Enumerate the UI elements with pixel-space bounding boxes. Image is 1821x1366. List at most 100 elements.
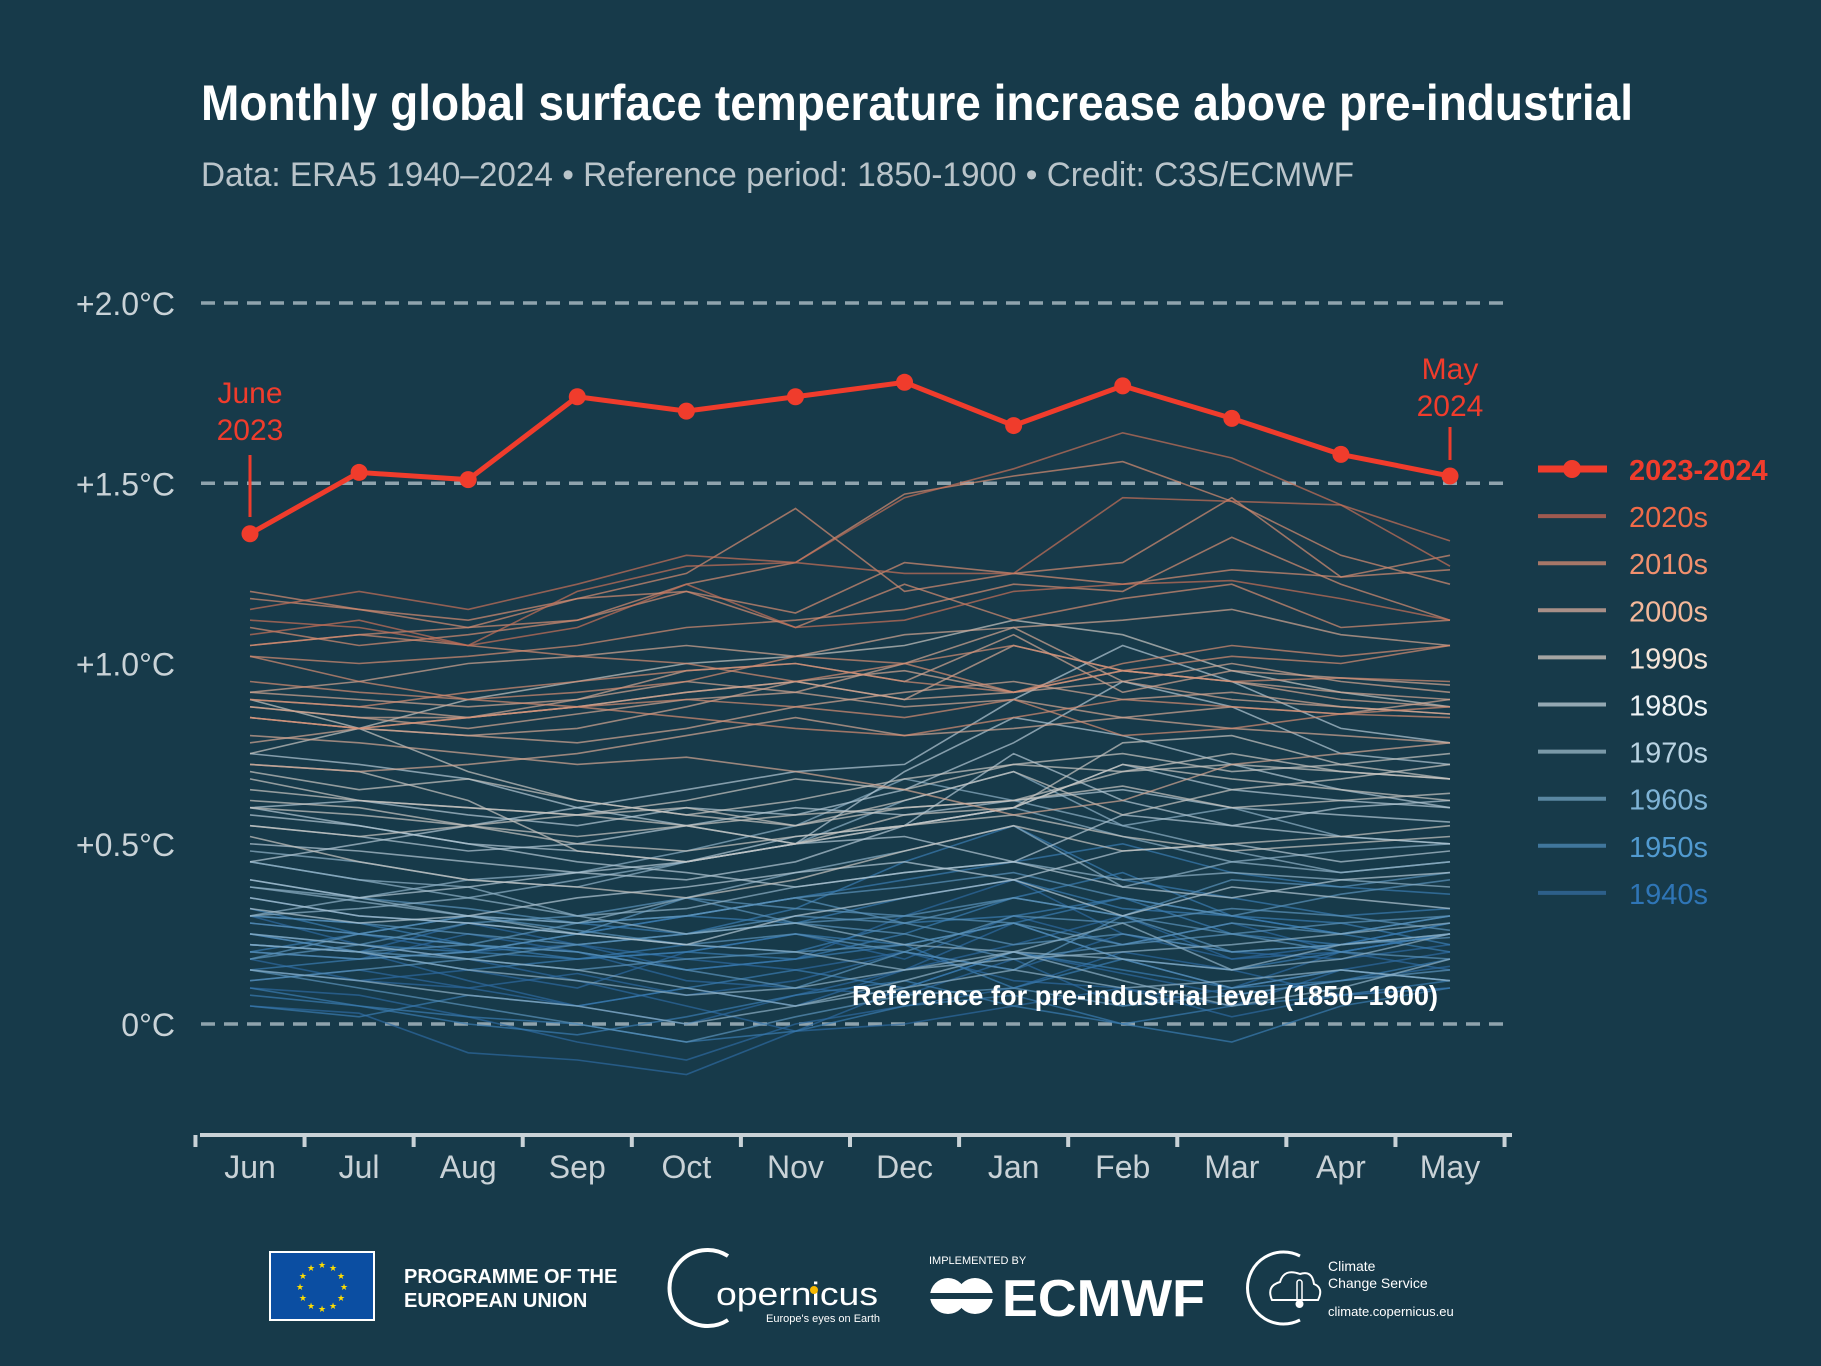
legend-item: 1960s [1538,785,1708,817]
eu-logo: ★★★★★★★★★ ★ ★★ [269,1251,375,1321]
series-line-1980s [249,842,1451,924]
eu-star: ★ [318,1304,326,1314]
legend-item: 2023-2024 [1538,455,1768,487]
series-line-2000s [249,662,1451,737]
svg-text:Change Service: Change Service [1328,1275,1428,1291]
series-line-1960s [249,907,1451,953]
eu-star: ★ [329,1263,337,1273]
series-line-1970s [249,770,1451,917]
series-line-1970s [249,969,1451,1025]
series-line-1940s [249,915,1451,1025]
series-line-2010s [249,583,1451,647]
series-line-1960s [249,896,1451,960]
series-line-1970s [249,922,1451,1007]
chart-subtitle: Data: ERA5 1940–2024 • Reference period:… [201,156,1354,194]
legend-label: 1990s [1629,643,1708,675]
series-line-2010s [249,507,1451,622]
series-line-1990s [249,734,1451,845]
series-line-1980s [249,878,1451,946]
legend-label: 1940s [1629,879,1708,911]
legend-item: 1980s [1538,691,1708,723]
series-line-1950s [249,987,1451,1043]
legend-label: 2023-2024 [1629,455,1768,487]
x-tick-label: Mar [1204,1149,1259,1185]
y-tick-label: 0°C [121,1007,175,1043]
chart-title: Monthly global surface temperature incre… [201,75,1633,131]
x-tick-label: Dec [876,1149,933,1185]
legend-item: 1940s [1538,879,1708,911]
y-tick-label: +1.0°C [76,647,175,683]
legend-label: 2000s [1629,596,1708,628]
copernicus-logo: opernicus Europe's eyes on Earth [667,1248,880,1328]
legend-label: 1970s [1629,738,1708,770]
series-line-1990s [249,698,1451,827]
eu-star: ★ [337,1293,345,1303]
legend-label: 2020s [1629,502,1708,534]
highlight-series: June 2023 May 2024 [217,353,1483,543]
legend-item: 1950s [1538,832,1708,864]
svg-text:Climate: Climate [1328,1258,1376,1274]
eu-text-line2: EUROPEAN UNION [404,1290,587,1312]
series-line-1980s [249,716,1451,899]
legend-label: 1980s [1629,691,1708,723]
svg-text:IMPLEMENTED BY: IMPLEMENTED BY [929,1255,1027,1267]
series-line-1970s [249,943,1451,1007]
x-tick-label: Aug [440,1149,497,1185]
legend-item: 1970s [1538,738,1708,770]
highlight-point [1223,409,1241,427]
eu-star: ★ [329,1301,337,1311]
series-line-2000s [249,626,1451,730]
c3s-logo: Climate Change Service climate.copernicu… [1246,1250,1454,1326]
series-line-2010s [249,655,1451,737]
legend-item: 2010s [1538,549,1708,581]
series-line-2010s [249,536,1451,665]
series-line-1990s [249,752,1451,816]
series-line-2000s [249,734,1451,816]
x-tick-label: Apr [1316,1149,1366,1185]
series-line-2010s [249,633,1451,694]
eu-text-line1: PROGRAMME OF THE [404,1266,617,1288]
highlight-point [1114,377,1132,395]
series-line-2020s [249,431,1451,611]
y-tick-label: +0.5°C [76,827,175,863]
highlight-point [1332,445,1350,463]
series-line-1990s [249,785,1451,838]
eu-star: ★ [318,1260,326,1270]
highlight-point [1005,417,1023,435]
svg-text:Europe's eyes on Earth: Europe's eyes on Earth [766,1313,880,1325]
footer-logos: ★★★★★★★★★ ★ ★★ PROGRAMME OF THE EUROPEAN U… [269,1248,1454,1328]
series-line-1960s [249,922,1451,971]
x-tick-label: Sep [549,1149,606,1185]
series-line-1950s [249,896,1451,960]
series-line-2000s [249,608,1451,694]
legend-label: 2010s [1629,549,1708,581]
eu-star: ★ [340,1282,348,1292]
x-tick-label: May [1420,1149,1480,1185]
eu-star: ★ [299,1293,307,1303]
y-axis: +2.0°C +1.5°C +1.0°C +0.5°C 0°C [76,286,175,1043]
series-line-1990s [249,763,1451,852]
series-line-1980s [249,752,1451,881]
series-line-1960s [249,871,1451,989]
series-line-1980s [249,752,1451,863]
eu-star: ★ [299,1271,307,1281]
legend-item: 2020s [1538,502,1708,534]
x-tick-label: Nov [767,1149,824,1185]
historical-series [249,431,1451,1076]
series-line-1990s [249,752,1451,838]
highlight-point [350,463,368,481]
highlight-point [677,402,695,420]
series-line-2000s [249,716,1451,773]
series-line-2020s [249,579,1451,647]
highlight-point [241,525,259,543]
eu-star: ★ [307,1301,315,1311]
series-line-1960s [249,896,1451,982]
x-tick-label: Feb [1095,1149,1150,1185]
series-line-1950s [249,896,1451,960]
eu-stars-icon: ★★★★★★★★★ ★ ★★ [296,1260,348,1314]
series-line-2010s [249,698,1451,737]
legend-label: 1950s [1629,832,1708,864]
x-axis: Jun Jul Aug Sep Oct Nov Dec Jan Feb Mar Apr May [193,1133,1512,1185]
x-tick-label: Jan [988,1149,1040,1185]
